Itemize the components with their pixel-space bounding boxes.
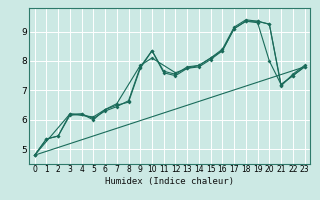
X-axis label: Humidex (Indice chaleur): Humidex (Indice chaleur) [105,177,234,186]
